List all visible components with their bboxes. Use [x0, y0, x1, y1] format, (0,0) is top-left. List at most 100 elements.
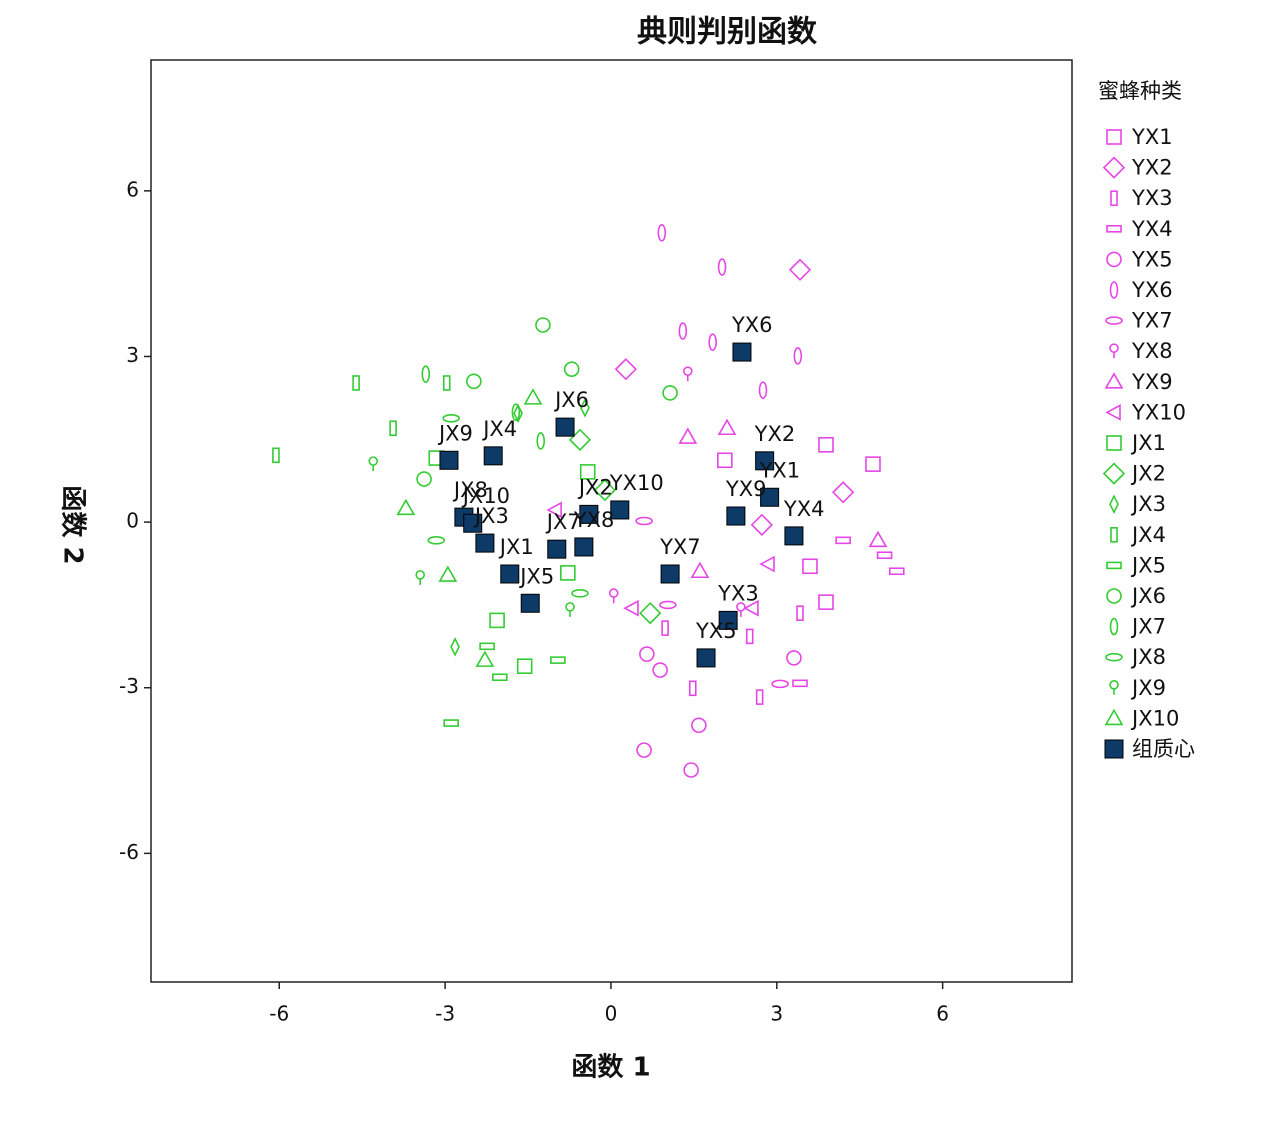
x-axis-label: 函数 1 — [571, 1053, 650, 1083]
legend-marker — [1104, 372, 1124, 389]
centroid-label: YX6 — [731, 313, 773, 337]
point — [678, 427, 698, 444]
point — [550, 656, 566, 664]
point — [717, 418, 737, 436]
legend-label: JX5 — [1130, 553, 1166, 577]
centroid — [439, 450, 459, 470]
point — [442, 414, 460, 423]
point — [750, 513, 773, 536]
legend-label: JX4 — [1130, 523, 1166, 547]
centroid-label: JX3 — [473, 504, 509, 528]
point — [396, 498, 416, 516]
point — [802, 558, 818, 575]
point — [691, 717, 707, 734]
legend-label: YX9 — [1131, 370, 1173, 394]
point — [563, 361, 580, 377]
point — [708, 333, 717, 351]
centroid-label: JX4 — [481, 417, 517, 441]
centroid — [755, 451, 775, 471]
centroid-label: YX1 — [759, 458, 801, 482]
y-tick-label: -3 — [119, 674, 139, 698]
legend-label: YX3 — [1131, 186, 1173, 210]
centroid — [610, 500, 630, 520]
centroid — [579, 504, 599, 524]
centroid — [500, 564, 520, 584]
point — [683, 762, 699, 778]
point — [690, 561, 710, 579]
point — [758, 381, 768, 399]
y-tick-label: 6 — [126, 177, 139, 201]
legend-title: 蜜蜂种类 — [1098, 79, 1182, 103]
legend-label: JX6 — [1130, 584, 1166, 608]
legend-marker — [1105, 404, 1121, 421]
point — [489, 612, 505, 629]
centroid — [718, 610, 738, 630]
centroid — [732, 342, 752, 362]
point — [635, 516, 653, 526]
legend-label: YX10 — [1131, 400, 1186, 424]
point — [272, 447, 280, 464]
point — [580, 398, 590, 418]
centroid-label: JX6 — [553, 388, 589, 412]
point — [565, 602, 575, 617]
legend-marker — [1105, 316, 1123, 325]
legend-marker — [1106, 435, 1122, 451]
point — [623, 599, 639, 617]
point — [571, 589, 589, 598]
legend-label: YX6 — [1131, 278, 1173, 302]
point — [688, 680, 697, 697]
legend-marker — [1102, 462, 1126, 485]
point — [511, 403, 521, 422]
legend-marker — [1105, 652, 1123, 662]
y-tick-label: 0 — [126, 509, 139, 533]
point — [682, 366, 693, 382]
centroid — [660, 564, 680, 584]
point — [818, 437, 834, 453]
centroid-label: YX10 — [609, 471, 664, 495]
point — [717, 452, 733, 469]
legend-marker — [1106, 129, 1122, 145]
point — [608, 588, 619, 604]
point — [614, 358, 638, 381]
point — [536, 432, 546, 450]
point — [796, 605, 804, 622]
point — [832, 481, 855, 504]
centroid-label: YX2 — [754, 422, 796, 446]
point — [868, 530, 888, 548]
legend-marker — [1106, 588, 1122, 604]
point — [736, 602, 746, 617]
centroid — [784, 526, 804, 546]
legend-marker — [1109, 343, 1119, 359]
legend-label: YX2 — [1131, 156, 1173, 180]
legend-marker — [1106, 251, 1122, 268]
point — [835, 536, 851, 545]
point — [759, 555, 775, 573]
point — [415, 570, 426, 585]
point — [661, 620, 669, 636]
centroid — [574, 537, 594, 557]
point — [745, 628, 754, 645]
legend-marker — [1109, 680, 1119, 695]
centroid-label: JX1 — [498, 535, 534, 559]
legend-label: JX10 — [1130, 706, 1179, 730]
legend-marker — [1110, 526, 1118, 543]
point — [443, 719, 459, 727]
centroid — [726, 506, 746, 526]
point — [513, 403, 523, 424]
point — [523, 388, 543, 405]
point — [876, 551, 893, 560]
centroid — [555, 417, 575, 437]
point — [427, 536, 446, 545]
legend-marker — [1110, 190, 1118, 206]
x-tick-label: 3 — [770, 1002, 783, 1026]
point — [450, 637, 460, 657]
centroid — [760, 487, 780, 507]
centroid-label: JX9 — [437, 421, 473, 445]
centroid — [483, 446, 503, 466]
point — [771, 679, 789, 689]
point — [786, 650, 802, 666]
y-tick-label: -6 — [119, 840, 139, 864]
legend-marker — [1106, 561, 1122, 570]
point — [743, 599, 759, 617]
